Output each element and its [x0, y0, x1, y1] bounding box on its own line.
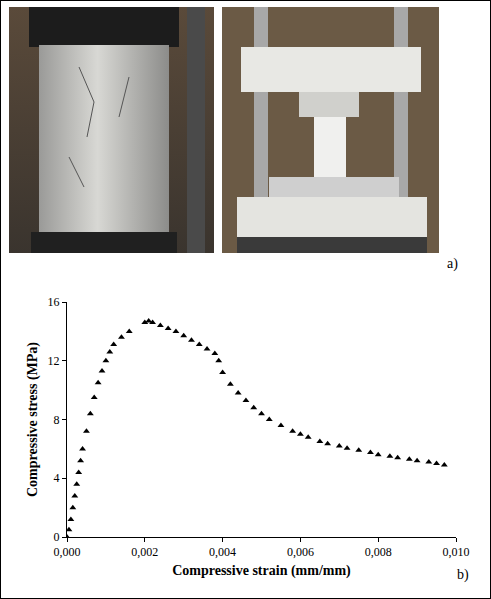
html-text:a): a) — [447, 256, 458, 271]
svg-text:0,002: 0,002 — [131, 545, 158, 559]
html-text:b): b) — [457, 567, 469, 582]
svg-text:0,006: 0,006 — [287, 545, 314, 559]
svg-text:0,010: 0,010 — [443, 545, 470, 559]
svg-text:Compressive strain (mm/mm): Compressive strain (mm/mm) — [172, 563, 351, 579]
svg-text:12: 12 — [48, 354, 60, 368]
svg-text:4: 4 — [54, 471, 60, 485]
svg-text:0,008: 0,008 — [365, 545, 392, 559]
svg-text:0,004: 0,004 — [209, 545, 236, 559]
svg-text:0: 0 — [54, 530, 60, 544]
svg-text:0,000: 0,000 — [54, 545, 81, 559]
svg-text:16: 16 — [48, 295, 60, 309]
svg-text:8: 8 — [54, 413, 60, 427]
svg-text:Compressive stress (MPa): Compressive stress (MPa) — [25, 342, 41, 497]
